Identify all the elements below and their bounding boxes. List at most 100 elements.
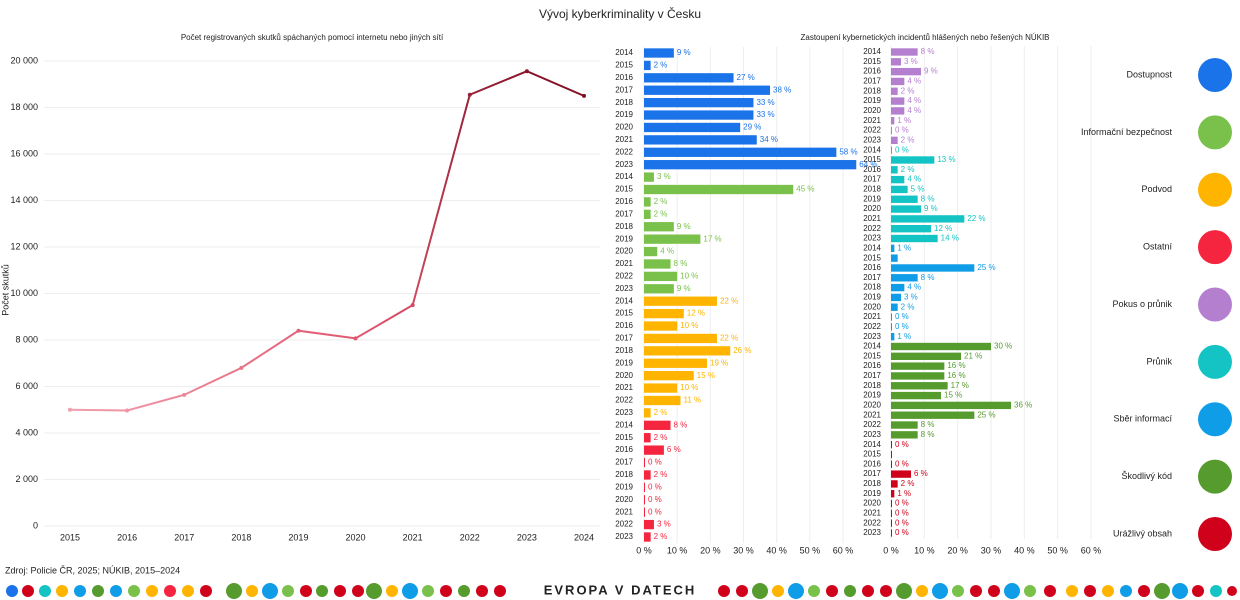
value-label: 0 %	[895, 508, 909, 517]
bar	[891, 205, 921, 213]
bar	[891, 303, 898, 311]
y-tick-label: 2018	[615, 346, 633, 355]
bar	[891, 215, 965, 223]
y-tick-label: 2016	[863, 459, 881, 468]
bar	[644, 209, 651, 219]
value-label: 16 %	[947, 371, 965, 380]
value-label: 11 %	[683, 396, 701, 405]
bar	[644, 48, 674, 58]
value-label: 4 %	[660, 247, 674, 256]
y-tick-label: 2016	[863, 361, 881, 370]
value-label: 5 %	[911, 185, 925, 194]
legend-swatch	[1198, 402, 1232, 437]
bar	[644, 358, 708, 368]
y-tick-label: 2022	[863, 420, 881, 429]
bar	[644, 532, 651, 542]
y-tick-label: 2019	[863, 96, 881, 105]
y-tick-label: 2021	[615, 259, 633, 268]
y-tick-label: 2023	[615, 532, 633, 541]
y-tick-label: 2017	[615, 85, 633, 94]
y-tick-label: 2018	[615, 222, 633, 231]
y-axis-label: Počet skutků	[0, 264, 10, 316]
value-label: 22 %	[967, 214, 985, 223]
bar	[891, 352, 961, 360]
value-label: 2 %	[654, 470, 668, 479]
legend-swatch	[1198, 344, 1232, 379]
y-tick-label: 2017	[863, 273, 881, 282]
legend-swatch	[1198, 172, 1232, 207]
bar	[644, 85, 771, 95]
y-tick-label: 6 000	[15, 381, 38, 391]
y-tick-label: 2015	[863, 351, 881, 360]
page-title: Vývoj kyberkriminality v Česku	[539, 6, 701, 21]
value-label: 9 %	[924, 67, 938, 76]
bar	[891, 431, 918, 439]
bar	[644, 135, 757, 145]
value-label: 2 %	[654, 197, 668, 206]
y-tick-label: 2015	[863, 155, 881, 164]
y-tick-label: 2022	[615, 271, 633, 280]
x-tick-label: 0 %	[883, 545, 899, 555]
data-point	[524, 69, 529, 74]
value-label: 64 %	[859, 160, 877, 169]
bar	[891, 509, 892, 518]
value-label: 8 %	[921, 47, 935, 56]
value-label: 0 %	[648, 495, 662, 504]
y-tick-label: 2016	[615, 73, 633, 82]
y-tick-label: 2023	[863, 528, 881, 537]
bar	[891, 195, 918, 203]
bar	[891, 126, 892, 135]
y-tick-label: 2014	[863, 342, 881, 351]
y-tick-label: 2017	[863, 77, 881, 86]
bar	[891, 391, 941, 400]
y-tick-label: 2016	[863, 165, 881, 174]
y-tick-label: 2020	[863, 106, 881, 115]
bar	[891, 244, 895, 253]
legend-swatch	[1198, 58, 1232, 92]
legend-label: Sběr informací	[1113, 414, 1172, 424]
y-tick-label: 2019	[863, 293, 881, 302]
bar	[644, 110, 754, 120]
value-label: 33 %	[756, 98, 774, 107]
y-tick-label: 2021	[615, 383, 633, 392]
x-tick-label: 10 %	[914, 545, 935, 555]
bar	[644, 184, 794, 195]
value-label: 2 %	[654, 433, 668, 442]
y-tick-label: 2021	[863, 214, 881, 223]
x-tick-label: 2019	[288, 532, 308, 542]
bar	[644, 122, 741, 133]
value-label: 8 %	[674, 420, 688, 429]
bar	[644, 371, 694, 381]
y-tick-label: 2020	[615, 371, 633, 380]
y-tick-label: 2018	[863, 283, 881, 292]
y-tick-label: 2022	[615, 520, 633, 529]
y-tick-label: 2018	[615, 98, 633, 107]
value-label: 45 %	[796, 185, 814, 194]
y-tick-label: 2018	[863, 381, 881, 390]
bar	[644, 197, 651, 207]
x-tick-label: 2017	[174, 532, 194, 542]
y-tick-label: 2017	[863, 175, 881, 184]
bar	[644, 147, 837, 157]
x-tick-label: 20 %	[947, 545, 968, 555]
value-label: 2 %	[901, 135, 915, 144]
y-tick-label: 18 000	[10, 102, 38, 112]
y-tick-label: 2021	[615, 135, 633, 144]
value-label: 16 %	[947, 361, 965, 370]
data-point	[182, 392, 187, 397]
value-label: 36 %	[1014, 400, 1032, 409]
bar	[891, 234, 938, 243]
y-tick-label: 2023	[863, 430, 881, 439]
bar	[644, 519, 654, 530]
y-tick-label: 2014	[863, 243, 881, 252]
data-point	[410, 303, 415, 308]
y-tick-label: 2019	[615, 482, 633, 491]
x-tick-label: 20 %	[700, 545, 721, 555]
y-tick-label: 2019	[615, 358, 633, 367]
y-tick-label: 2014	[863, 440, 881, 449]
x-tick-label: 40 %	[766, 545, 787, 555]
bar	[891, 77, 905, 86]
y-tick-label: 12 000	[10, 241, 38, 251]
value-label: 22 %	[720, 296, 738, 305]
